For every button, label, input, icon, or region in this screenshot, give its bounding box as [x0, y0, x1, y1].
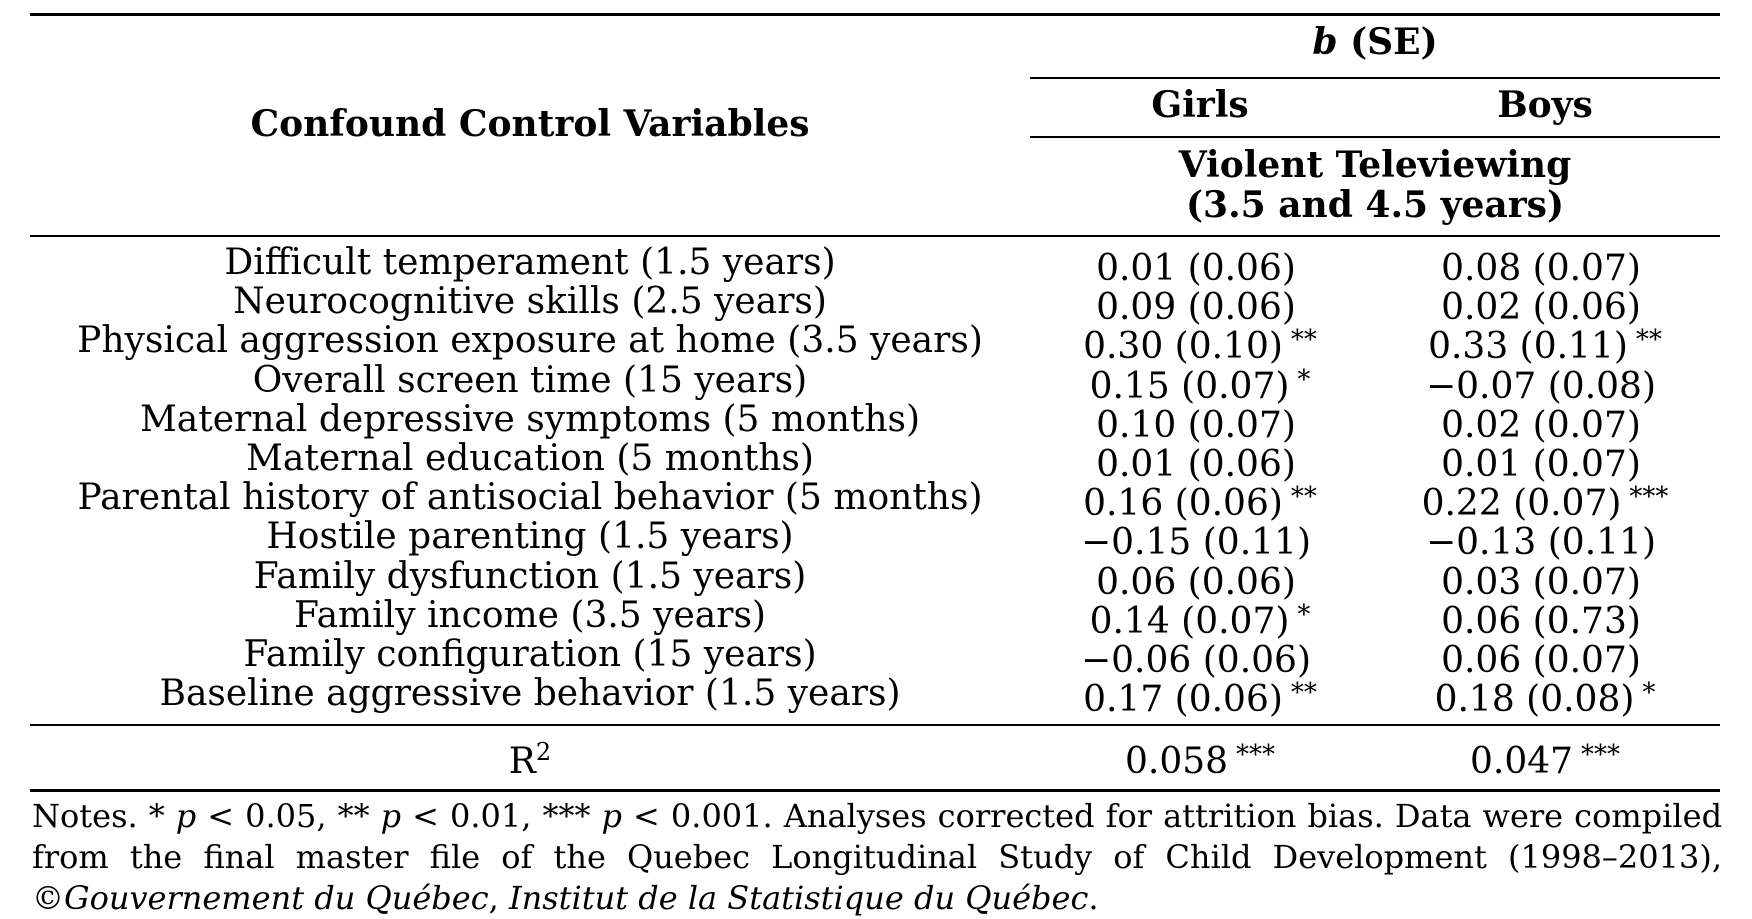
boys-value: 0.08 (0.07): [1441, 248, 1641, 289]
boys-value: 0.18 (0.08) *: [1434, 678, 1656, 721]
girls-value: 0.06 (0.06): [1096, 561, 1296, 603]
girls-value: 0.15 (0.07) *: [1089, 364, 1311, 407]
row-label: Overall screen time (15 years): [252, 359, 808, 401]
stat-header-se: (SE): [1337, 21, 1438, 63]
significance-stars: **: [1290, 325, 1317, 356]
row-label: Parental history of antisocial behavior …: [77, 477, 983, 519]
row-label: Family income (3.5 years): [294, 594, 766, 636]
girls-value: 0.01 (0.06): [1096, 248, 1296, 289]
row-label: Baseline aggressive behavior (1.5 years): [159, 673, 901, 715]
row-label: Difficult temperament (1.5 years): [224, 242, 836, 283]
boys-value: −0.13 (0.11): [1425, 522, 1656, 564]
boys-value: 0.06 (0.73): [1441, 600, 1641, 642]
boys-value: 0.22 (0.07) ***: [1421, 482, 1669, 525]
table-row: Maternal education (5 months) 0.01 (0.06…: [0, 437, 1752, 484]
row-label: Family dysfunction (1.5 years): [253, 555, 807, 597]
significance-stars: *: [1297, 599, 1311, 630]
stat-header-b: b: [1312, 21, 1338, 63]
boys-value: −0.07 (0.08): [1425, 365, 1656, 407]
table-row: Family configuration (15 years) −0.06 (0…: [0, 633, 1752, 680]
table-row: Maternal depressive symptoms (5 months) …: [0, 398, 1752, 445]
girls-value: −0.15 (0.11): [1080, 522, 1311, 564]
girls-header: Girls: [1151, 84, 1249, 126]
table-row: Family income (3.5 years) 0.14 (0.07) * 0…: [0, 594, 1752, 641]
girls-value: 0.17 (0.06) **: [1083, 678, 1317, 721]
table-row: Baseline aggressive behavior (1.5 years)…: [0, 673, 1752, 719]
significance-stars: *: [1642, 678, 1656, 709]
row-label: Hostile parenting (1.5 years): [266, 516, 794, 558]
table-row: Difficult temperament (1.5 years) 0.01 (…: [0, 242, 1752, 288]
girls-value: 0.01 (0.06): [1096, 443, 1296, 485]
r2-girls-value: 0.058 ***: [1124, 740, 1276, 782]
table-notes: Notes. * p < 0.05, ** p < 0.01, *** p < …: [32, 797, 1723, 917]
bottom-rule: [30, 789, 1720, 792]
row-label: Maternal education (5 months): [246, 437, 814, 479]
table-row: Hostile parenting (1.5 years) −0.15 (0.1…: [0, 516, 1752, 562]
girls-value: −0.06 (0.06): [1080, 639, 1311, 681]
r2-top-rule: [30, 724, 1720, 726]
boys-value: 0.03 (0.07): [1441, 561, 1641, 603]
boys-value: 0.02 (0.06): [1441, 287, 1641, 329]
girls-value: 0.30 (0.10) **: [1083, 325, 1317, 368]
table-row: Overall screen time (15 years) 0.15 (0.0…: [0, 359, 1752, 406]
r2-label: R2: [508, 738, 552, 782]
stat-header: b (SE): [1030, 24, 1720, 60]
significance-stars: ***: [1629, 482, 1669, 513]
table-row: Family dysfunction (1.5 years) 0.06 (0.0…: [0, 555, 1752, 602]
boys-value: 0.06 (0.07): [1441, 639, 1641, 681]
r2-boys-value: 0.047 ***: [1469, 740, 1621, 782]
row-label: Physical aggression exposure at home (3.…: [77, 320, 983, 362]
table-row: Physical aggression exposure at home (3.…: [0, 320, 1752, 366]
stat-header-rule: [1030, 77, 1720, 79]
header-bottom-rule: [30, 235, 1720, 237]
row-label: Family configuration (15 years): [243, 633, 817, 675]
row-label: Neurocognitive skills (2.5 years): [233, 281, 827, 323]
table-row: Parental history of antisocial behavior …: [0, 477, 1752, 523]
significance-stars: **: [1290, 482, 1317, 513]
table-row: Neurocognitive skills (2.5 years) 0.09 (…: [0, 281, 1752, 327]
significance-stars: **: [1635, 325, 1662, 356]
exposure-header-line1: Violent Televiewing: [1178, 144, 1572, 186]
significance-stars: ***: [1236, 740, 1276, 770]
girls-value: 0.16 (0.06) **: [1083, 482, 1317, 525]
girls-value: 0.14 (0.07) *: [1089, 599, 1311, 642]
row-label-header: Confound Control Variables: [250, 103, 810, 145]
exposure-header-line2: (3.5 and 4.5 years): [1186, 184, 1564, 226]
top-rule: [30, 13, 1720, 16]
boys-value: 0.33 (0.11) **: [1428, 325, 1662, 368]
boys-value: 0.01 (0.07): [1441, 443, 1641, 485]
boys-value: 0.02 (0.07): [1441, 404, 1641, 446]
boys-header: Boys: [1497, 84, 1593, 126]
significance-stars: **: [1290, 678, 1317, 709]
significance-stars: *: [1297, 364, 1311, 395]
table-body: Difficult temperament (1.5 years) 0.01 (…: [0, 242, 1752, 719]
girls-value: 0.09 (0.06): [1096, 287, 1296, 329]
group-header-rule: [1030, 136, 1720, 138]
row-label: Maternal depressive symptoms (5 months): [139, 398, 921, 440]
significance-stars: ***: [1581, 740, 1621, 770]
girls-value: 0.10 (0.07): [1096, 404, 1296, 446]
